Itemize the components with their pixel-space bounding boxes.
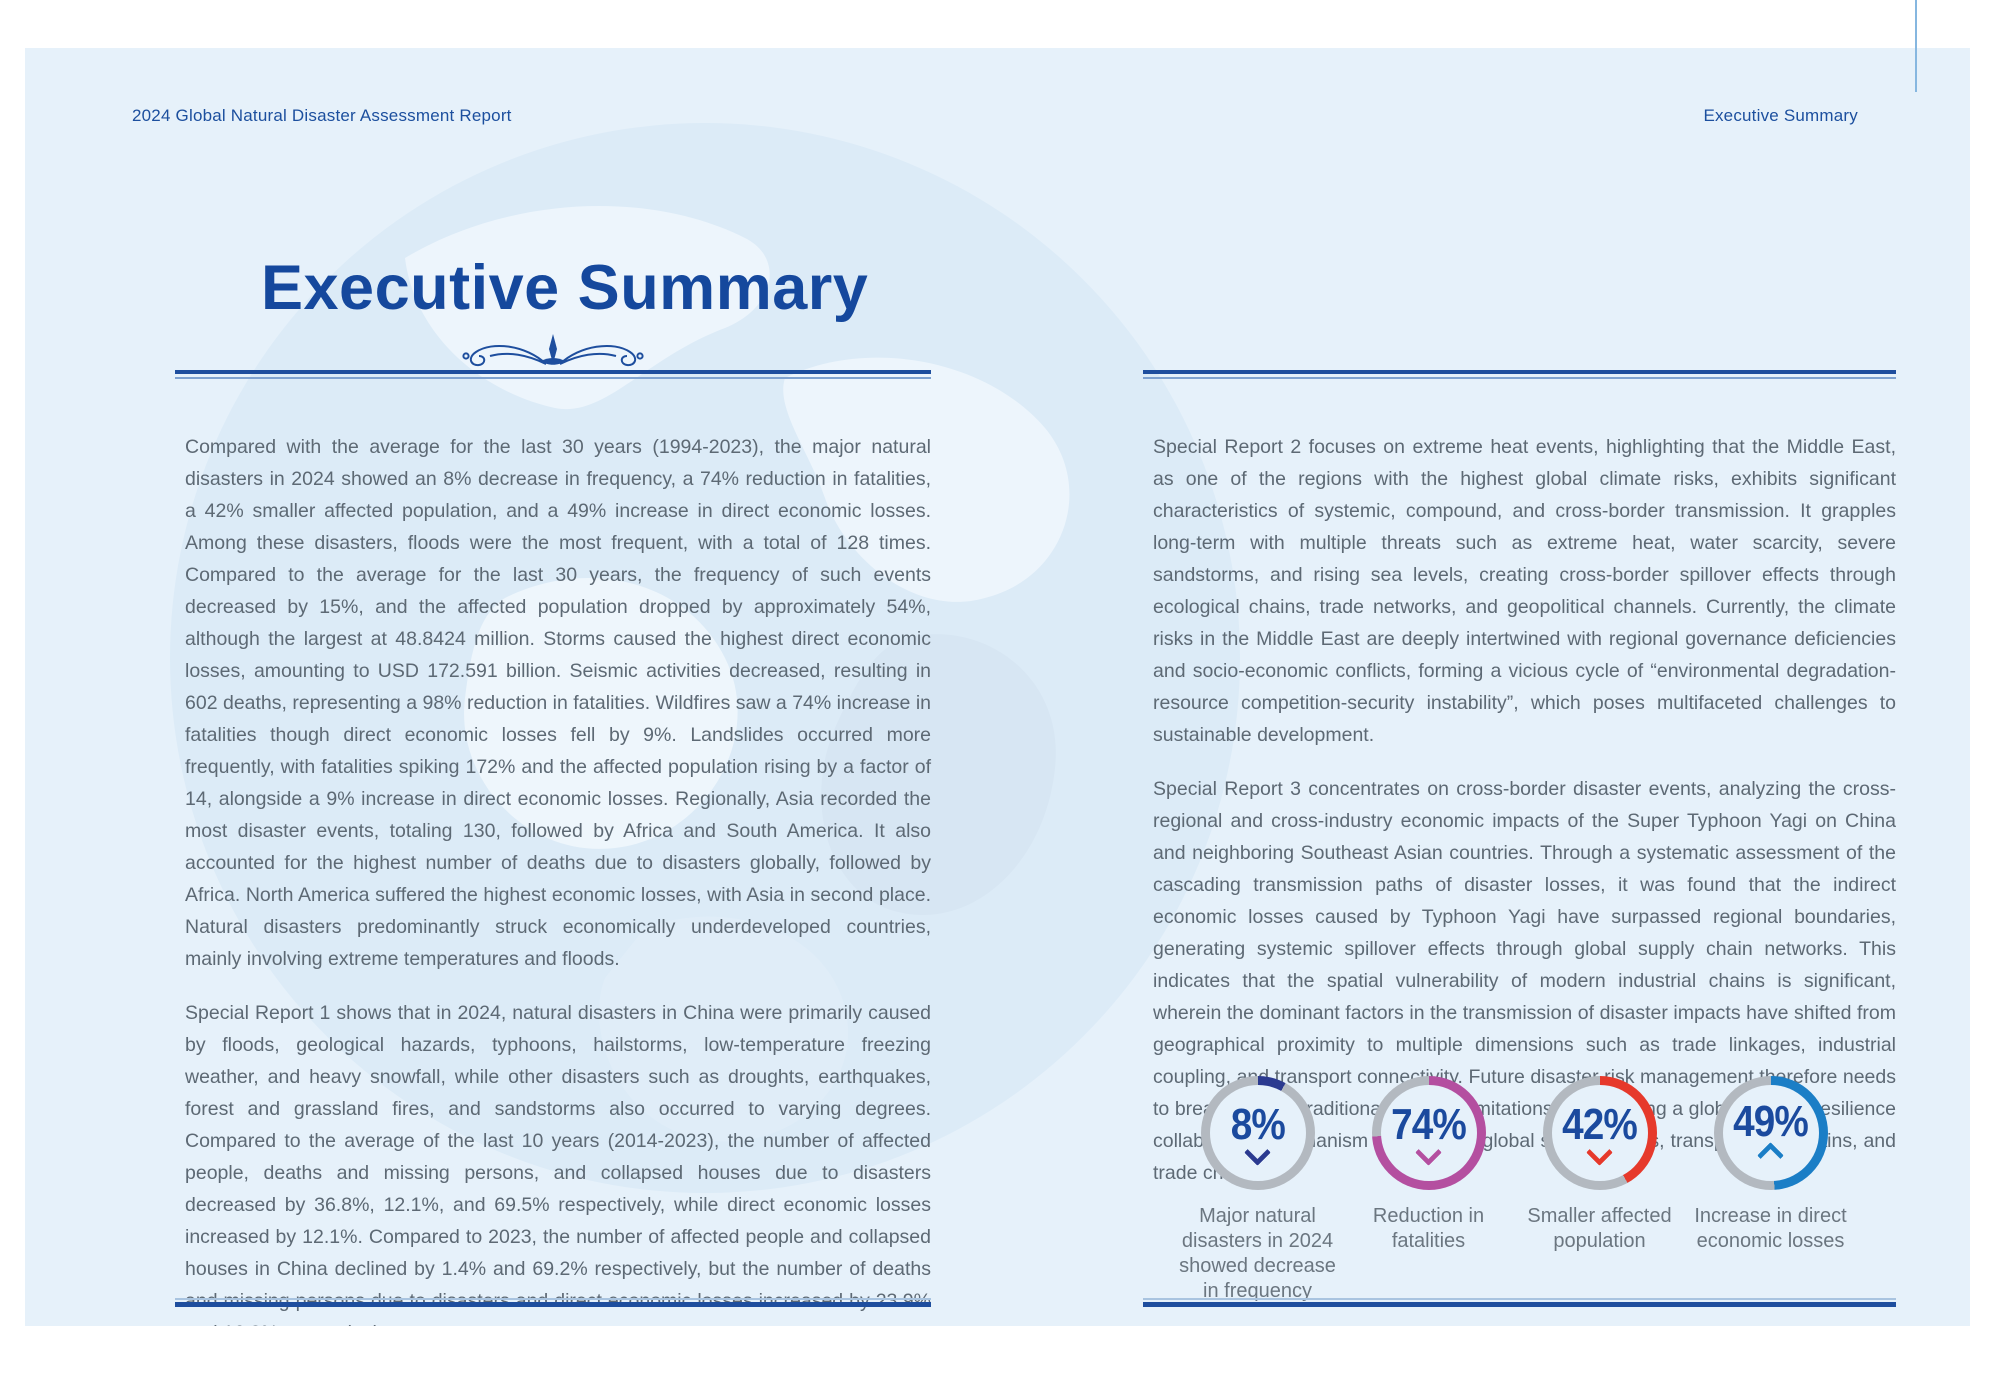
right-column: Special Report 2 focuses on extreme heat… bbox=[1153, 431, 1896, 1211]
stat-ring: 42% bbox=[1542, 1076, 1657, 1190]
stat-value: 42% bbox=[1562, 1099, 1638, 1149]
stat-economic-losses: 49% Increase in direct economic losses bbox=[1685, 1076, 1856, 1304]
paragraph-special-report-1: Special Report 1 shows that in 2024, nat… bbox=[185, 1002, 931, 1326]
stat-value: 74% bbox=[1391, 1099, 1467, 1149]
stat-ring: 8% bbox=[1200, 1076, 1315, 1190]
left-column: Compared with the average for the last 3… bbox=[185, 431, 931, 1326]
trend-up-icon bbox=[1757, 1141, 1784, 1169]
stat-caption: Major natural disasters in 2024 showed d… bbox=[1179, 1205, 1336, 1302]
stat-ring: 49% bbox=[1713, 1076, 1828, 1190]
stat-fatalities: 74% Reduction in fatalities bbox=[1343, 1076, 1514, 1304]
content-panel: 2024 Global Natural Disaster Assessment … bbox=[25, 48, 1970, 1326]
page-title: Executive Summary bbox=[261, 253, 869, 323]
stat-caption: Reduction in fatalities bbox=[1372, 1205, 1485, 1252]
paragraph-global-overview: Compared with the average for the last 3… bbox=[185, 436, 931, 970]
divider-line-thin bbox=[175, 377, 931, 379]
report-title-header: 2024 Global Natural Disaster Assessment … bbox=[132, 106, 512, 125]
flourish-icon bbox=[462, 334, 644, 367]
left-column-bottom-rule bbox=[175, 1298, 931, 1307]
right-column-top-rule bbox=[1143, 370, 1896, 379]
stat-disaster-frequency: 8% Major natural disasters in 2024 showe… bbox=[1172, 1076, 1343, 1304]
stat-ring: 74% bbox=[1371, 1076, 1486, 1190]
stat-caption: Increase in direct economic losses bbox=[1694, 1205, 1847, 1252]
stat-caption: Smaller affected population bbox=[1527, 1205, 1672, 1252]
right-column-bottom-rule bbox=[1143, 1298, 1896, 1307]
stat-value: 8% bbox=[1230, 1099, 1285, 1149]
paragraph-special-report-2: Special Report 2 focuses on extreme heat… bbox=[1153, 436, 1896, 746]
stat-affected-population: 42% Smaller affected population bbox=[1514, 1076, 1685, 1304]
section-header: Executive Summary bbox=[1703, 106, 1858, 125]
divider-line-thick bbox=[175, 370, 931, 374]
ornamental-divider bbox=[175, 334, 931, 380]
paragraph-special-report-3: Special Report 3 concentrates on cross-b… bbox=[1153, 778, 1896, 1184]
stats-row: 8% Major natural disasters in 2024 showe… bbox=[1153, 1076, 1896, 1304]
stat-value: 49% bbox=[1733, 1096, 1809, 1146]
header-accent-line bbox=[1915, 0, 1917, 92]
